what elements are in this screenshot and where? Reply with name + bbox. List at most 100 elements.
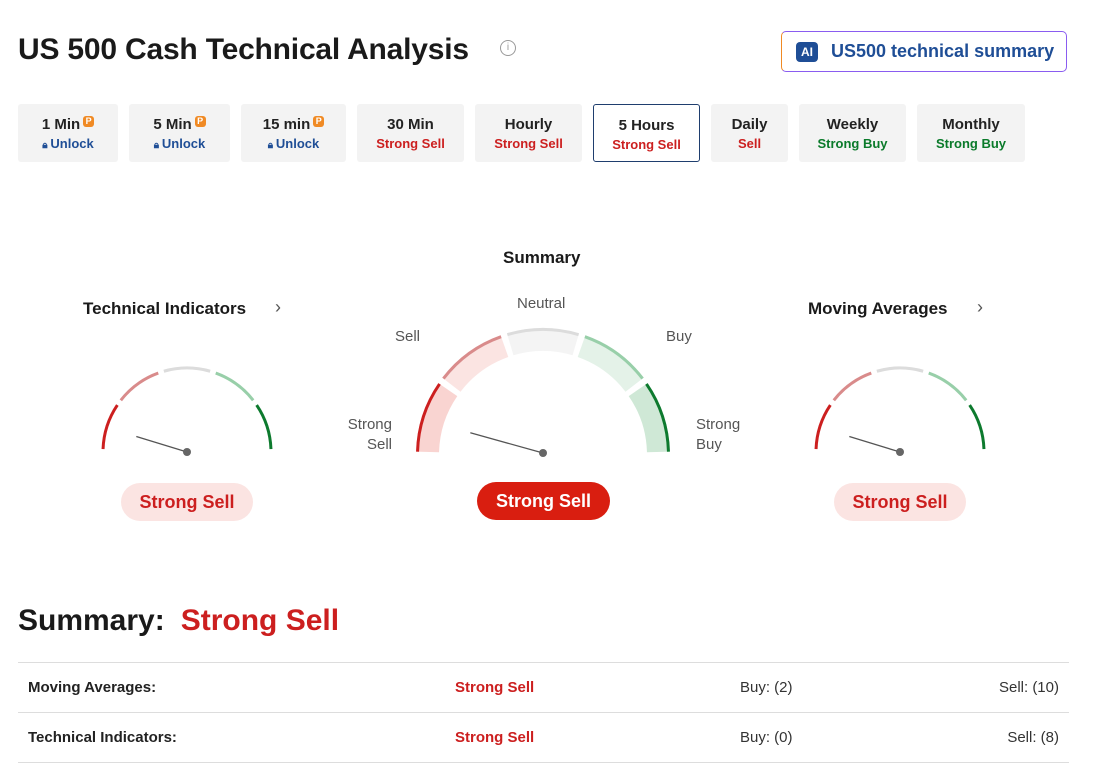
tab-label: 1 Min — [41, 116, 81, 133]
timeframe-tab[interactable]: 30 Min Strong Sell — [357, 104, 464, 162]
gauge-band — [442, 335, 509, 392]
tab-status: Strong Buy — [799, 136, 906, 151]
tab-status-text: Strong Sell — [376, 136, 445, 151]
pro-icon: P — [313, 116, 325, 127]
tab-status-text: Strong Sell — [494, 136, 563, 151]
timeframe-tab[interactable]: Monthly Strong Buy — [917, 104, 1025, 162]
gauge-label: Buy — [666, 328, 692, 345]
buy-count: Buy: (0) — [740, 729, 793, 746]
gauge-label: Neutral — [517, 295, 566, 312]
gauge-arc — [506, 328, 580, 337]
timeframe-tab[interactable]: 5 Hours Strong Sell — [593, 104, 700, 162]
tab-status-text: Strong Buy — [935, 136, 1007, 151]
timeframe-tab[interactable]: 15 min P 🔒︎ Unlock — [241, 104, 346, 162]
tab-status-text: Unlock — [275, 136, 320, 151]
lock-icon: 🔒︎ — [42, 140, 51, 151]
summary-value: Strong Sell — [180, 604, 340, 637]
table-row: Moving Averages: Strong Sell Buy: (2) Sell:… — [18, 662, 1069, 713]
needle-hub — [183, 448, 191, 456]
gauge-band — [506, 328, 580, 356]
gauges — [101, 328, 986, 457]
row-result: Strong Sell — [455, 729, 535, 746]
tab-label: Weekly — [826, 116, 879, 133]
tab-label-row: Daily — [711, 116, 788, 133]
gauge-arc — [255, 404, 273, 450]
tab-status-text: Unlock — [161, 136, 206, 151]
pro-icon: P — [83, 116, 95, 127]
tab-status: Strong Sell — [475, 136, 582, 151]
sell-count: Sell: (10) — [998, 679, 1059, 696]
table-border — [18, 762, 1069, 763]
tab-status-text: Strong Sell — [612, 137, 681, 152]
tab-label: Hourly — [504, 116, 553, 133]
gauge-band — [577, 335, 644, 392]
tab-status: 🔒︎ Unlock — [241, 136, 346, 151]
gauge-title[interactable]: Moving Averages — [808, 299, 948, 318]
tab-label: 5 Min — [153, 116, 192, 133]
gauge-label: Strong Sell — [347, 416, 392, 453]
tab-status-text: Strong Buy — [817, 136, 888, 151]
tab-label: 30 Min — [387, 116, 434, 133]
tab-label-row: Weekly — [799, 116, 906, 133]
tab-status: 🔒︎ Unlock — [129, 136, 230, 151]
buy-count: Buy: (2) — [740, 679, 793, 696]
gauge-arc — [832, 371, 872, 402]
needle-hub — [896, 448, 904, 456]
gauge-band — [416, 383, 458, 453]
gauge-title: Summary — [503, 248, 581, 267]
timeframe-tab[interactable]: Weekly Strong Buy — [799, 104, 906, 162]
gauge-band — [628, 383, 670, 453]
gauge-arc — [814, 404, 832, 450]
ai-button-label: US500 technical summary — [831, 41, 1055, 61]
needle — [136, 435, 188, 453]
ai-badge: AI — [796, 41, 818, 62]
gauge-arc — [442, 335, 502, 380]
tab-status: Strong Sell — [357, 136, 464, 151]
tab-label-row: 30 Min — [357, 116, 464, 133]
needle — [470, 432, 544, 454]
tab-status-text: Unlock — [50, 136, 94, 151]
tab-label-row: 5 Hours — [594, 117, 699, 134]
gauge-arc — [416, 383, 441, 452]
row-result: Strong Sell — [455, 679, 535, 696]
summary-label: Summary: — [18, 604, 165, 637]
row-label: Moving Averages: — [28, 679, 157, 696]
row-label: Technical Indicators: — [28, 729, 177, 746]
table-row: Technical Indicators: Strong Sell Buy: (0)… — [18, 712, 1069, 763]
gauge-arc — [215, 371, 255, 402]
timeframe-tab[interactable]: 1 Min P 🔒︎ Unlock — [18, 104, 118, 162]
tab-label: 15 min — [262, 116, 311, 133]
tab-label: 5 Hours — [618, 117, 675, 134]
lock-icon: 🔒︎ — [153, 140, 162, 151]
tab-label-row: Hourly — [475, 116, 582, 133]
gauge-arc — [968, 404, 986, 450]
timeframe-tab[interactable]: 5 Min P 🔒︎ Unlock — [129, 104, 230, 162]
tab-status: Sell — [711, 136, 788, 151]
needle — [849, 435, 901, 453]
summary-heading: Summary: Strong Sell — [18, 604, 339, 638]
ai-summary-button[interactable]: AI US500 technical summary — [781, 31, 1067, 72]
timeframe-tab[interactable]: Hourly Strong Sell — [475, 104, 582, 162]
gauge-title[interactable]: Technical Indicators — [83, 299, 247, 318]
page-title: US 500 Cash Technical Analysis — [18, 33, 469, 66]
pro-icon: P — [194, 116, 206, 127]
lock-icon: 🔒︎ — [267, 140, 276, 151]
tab-status: Strong Buy — [917, 136, 1025, 151]
gauge-arc — [645, 383, 670, 452]
chevron[interactable]: › — [275, 297, 281, 317]
tab-status-text: Sell — [737, 136, 762, 151]
needle-hub — [539, 449, 547, 457]
gauge-result: Strong Sell — [477, 482, 610, 520]
tab-label-row: 5 Min P — [129, 116, 230, 133]
info-icon[interactable]: i — [500, 40, 516, 56]
tab-status: 🔒︎ Unlock — [18, 136, 118, 151]
tab-label-row: Monthly — [917, 116, 1025, 133]
gauge-arc — [928, 371, 968, 402]
timeframe-tab[interactable]: Daily Sell — [711, 104, 788, 162]
sell-count: Sell: (8) — [1007, 729, 1059, 746]
chevron[interactable]: › — [977, 297, 983, 317]
gauge-arc — [584, 335, 644, 380]
tab-status: Strong Sell — [594, 137, 699, 152]
gauge-arc — [101, 404, 119, 450]
